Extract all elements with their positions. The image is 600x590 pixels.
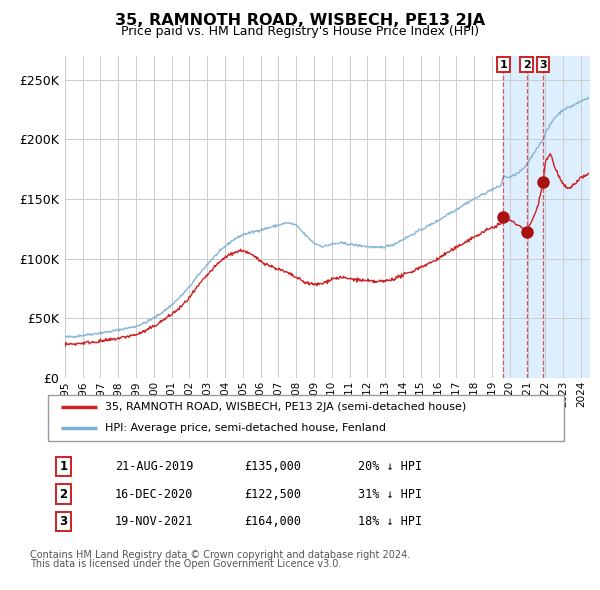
Text: HPI: Average price, semi-detached house, Fenland: HPI: Average price, semi-detached house,… [105,424,386,434]
Text: 35, RAMNOTH ROAD, WISBECH, PE13 2JA (semi-detached house): 35, RAMNOTH ROAD, WISBECH, PE13 2JA (sem… [105,402,466,412]
Text: 31% ↓ HPI: 31% ↓ HPI [358,487,422,501]
Text: 3: 3 [539,60,547,70]
Text: Price paid vs. HM Land Registry's House Price Index (HPI): Price paid vs. HM Land Registry's House … [121,25,479,38]
Text: 20% ↓ HPI: 20% ↓ HPI [358,460,422,473]
Bar [503,56,590,378]
Text: 16-DEC-2020: 16-DEC-2020 [115,487,193,501]
Text: £164,000: £164,000 [244,515,301,528]
Text: Contains HM Land Registry data © Crown copyright and database right 2024.: Contains HM Land Registry data © Crown c… [30,550,410,560]
Text: 1: 1 [499,60,507,70]
Text: 18% ↓ HPI: 18% ↓ HPI [358,515,422,528]
Text: £135,000: £135,000 [244,460,301,473]
Text: This data is licensed under the Open Government Licence v3.0.: This data is licensed under the Open Gov… [30,559,341,569]
Text: 2: 2 [59,487,68,501]
Text: 19-NOV-2021: 19-NOV-2021 [115,515,193,528]
Text: 21-AUG-2019: 21-AUG-2019 [115,460,193,473]
FancyBboxPatch shape [48,395,564,441]
Text: 2: 2 [523,60,530,70]
Text: 1: 1 [59,460,68,473]
Text: £122,500: £122,500 [244,487,301,501]
Text: 35, RAMNOTH ROAD, WISBECH, PE13 2JA: 35, RAMNOTH ROAD, WISBECH, PE13 2JA [115,13,485,28]
Text: 3: 3 [59,515,68,528]
